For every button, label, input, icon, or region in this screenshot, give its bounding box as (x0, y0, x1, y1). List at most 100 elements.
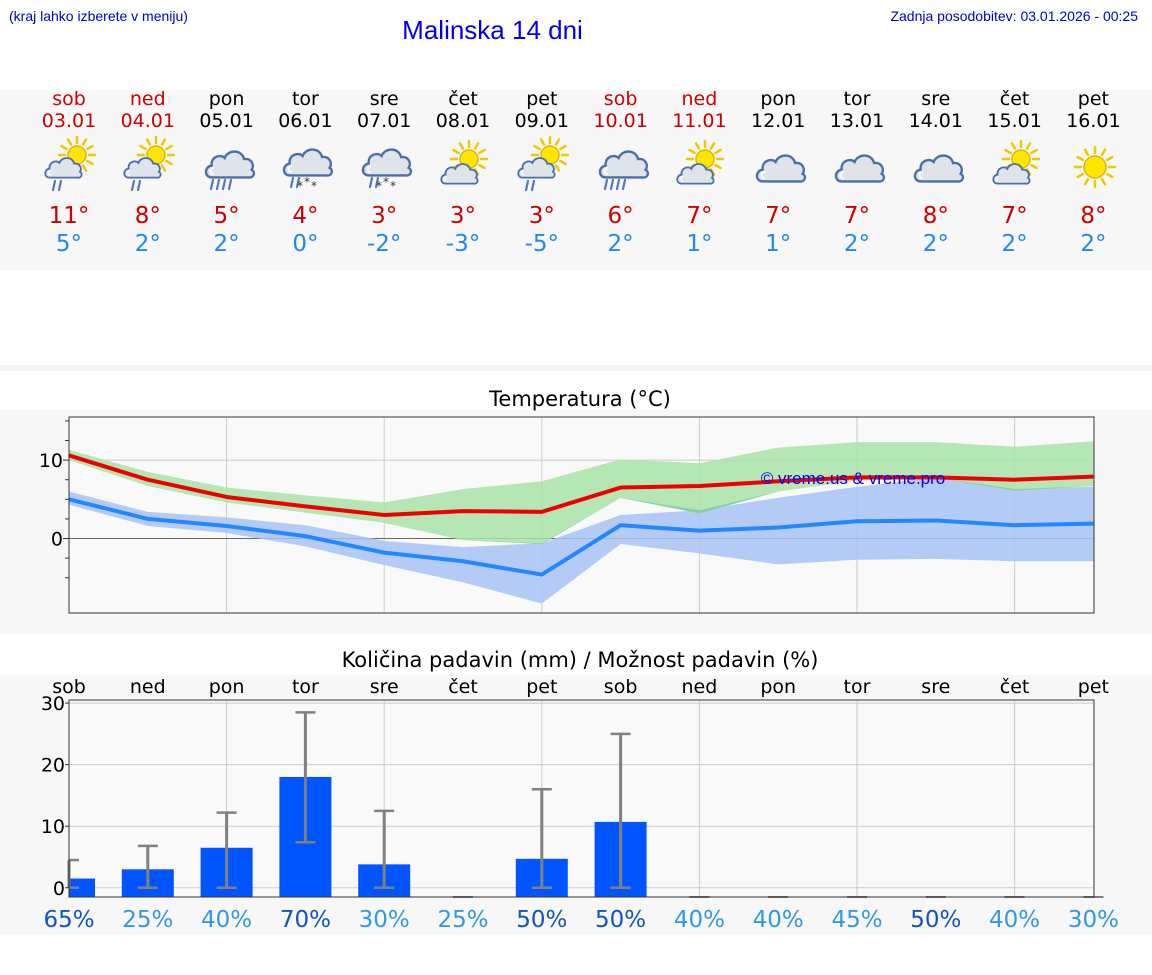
weather-icon-box (897, 132, 975, 198)
day-date: 07.01 (356, 110, 412, 132)
day-date: 13.01 (829, 110, 885, 132)
precip-probability-label: 65% (43, 907, 94, 933)
separator-band (0, 365, 1152, 371)
weather-icon-box: * * * (345, 132, 423, 198)
min-temperature: 2° (213, 231, 240, 257)
cloud-snow-icon: * * * (283, 148, 334, 193)
day-column: sob 10.01 6° 2° (582, 88, 660, 258)
rain-drops (290, 176, 301, 189)
min-temperature: 2° (134, 231, 161, 257)
day-date: 09.01 (514, 110, 569, 132)
temp-y-tick-label: 10 (39, 450, 63, 472)
rain-drops (209, 178, 232, 191)
min-temperature: 1° (765, 231, 792, 257)
max-temperature: 7° (843, 203, 871, 229)
precip-category-label: tor (844, 676, 871, 698)
day-name: pon (760, 88, 797, 110)
precip-category-label: sre (921, 676, 950, 698)
max-temperature: 8° (1080, 203, 1107, 229)
day-column: čet 15.01 7° 2° (976, 88, 1054, 258)
svg-text:*: * (383, 175, 389, 189)
watermark: © vreme.us & vreme.pro (761, 469, 945, 488)
day-date: 05.01 (199, 110, 254, 132)
cloud-shape (755, 154, 807, 183)
max-temperature: 5° (213, 203, 240, 229)
cloud-shape (991, 163, 1031, 185)
weather-icon-box (1054, 132, 1132, 198)
day-date: 04.01 (120, 110, 175, 132)
cloud-shape (44, 157, 83, 179)
snow-flakes: * * * (376, 175, 396, 193)
precip-category-label: sre (370, 676, 399, 698)
weather-icon-box (109, 132, 187, 198)
min-temperature: -3° (445, 231, 481, 257)
temperature-chart-title: Temperatura (°C) (489, 387, 671, 411)
precip-category-label: pet (1078, 676, 1109, 698)
cloud-rain-icon (598, 150, 649, 191)
cloud-snow-icon: * * * (361, 148, 413, 193)
last-updated: Zadnja posodobitev: 03.01.2026 - 00:25 (890, 8, 1138, 24)
precipitation-chart-title: Količina padavin (mm) / Možnost padavin … (341, 648, 819, 672)
weather-icon-box (30, 132, 108, 198)
precip-category-label: pet (526, 676, 557, 698)
day-date: 12.01 (750, 110, 806, 132)
day-column: tor 13.01 7° 2° (818, 88, 896, 258)
precip-probability-label: 25% (122, 907, 173, 933)
cloud-shape (283, 148, 334, 177)
day-name: sre (921, 88, 951, 110)
precip-category-label: čet (1000, 676, 1030, 698)
sun-cloud-icon (991, 139, 1040, 185)
min-temperature-band (69, 477, 1094, 604)
precip-probability-label: 40% (201, 907, 252, 933)
min-temperature-line (68, 497, 1094, 577)
cloud-shape (598, 150, 649, 179)
precip-category-label: pon (209, 676, 245, 698)
day-name: ned (129, 88, 166, 110)
max-temperature: 7° (765, 203, 792, 229)
max-temperature: 3° (528, 203, 555, 229)
precip-probability-label: 70% (280, 907, 331, 933)
cloud-icon (834, 154, 886, 183)
min-temperature: 0° (292, 231, 319, 257)
day-column: pet 16.01 8° 2° (1054, 88, 1132, 258)
cloud-shape (204, 150, 255, 179)
cloud-icon (913, 154, 964, 183)
precip-probability-label: 40% (674, 907, 725, 933)
day-name: čet (999, 88, 1030, 110)
precip-category-label: čet (448, 676, 478, 698)
max-temperature: 3° (371, 203, 398, 229)
temp-y-tick-label: 0 (51, 529, 63, 551)
max-temperature: 7° (1001, 203, 1028, 229)
weather-icon-box (818, 132, 896, 198)
day-name: čet (448, 88, 478, 110)
sun-cloud-rain-icon (123, 135, 176, 192)
rain-drops (524, 179, 535, 192)
max-temperature: 6° (607, 203, 634, 229)
cloud-shape (517, 157, 556, 179)
day-column: pet 09.01 3° -5° (503, 88, 581, 258)
day-column: tor 06.01 * * * 4° 0° (266, 88, 344, 258)
sun-shape (449, 139, 489, 179)
temp-plot-frame (68, 416, 1095, 614)
precip-probability-label: 25% (437, 907, 488, 933)
max-temperature: 11° (48, 203, 90, 229)
cloud-shape (834, 154, 886, 183)
sun-icon (1074, 145, 1117, 189)
precip-probability-label: 50% (910, 907, 961, 933)
day-date: 06.01 (278, 110, 333, 132)
precip-category-label: sob (52, 676, 86, 698)
cloud-shape (361, 148, 413, 177)
sun-cloud-icon (676, 139, 725, 185)
precip-probability-label: 45% (831, 907, 882, 933)
min-temperature: 1° (686, 231, 713, 257)
max-temperature-band (69, 441, 1094, 545)
cloud-shape (440, 163, 479, 185)
day-name: ned (681, 88, 718, 110)
weather-icon-box (503, 132, 581, 198)
weather-icon-box (424, 132, 502, 198)
min-temperature: 2° (607, 231, 634, 257)
day-name: pet (1077, 88, 1109, 110)
day-name: sob (52, 88, 86, 110)
cloud-rain-icon (204, 150, 255, 191)
